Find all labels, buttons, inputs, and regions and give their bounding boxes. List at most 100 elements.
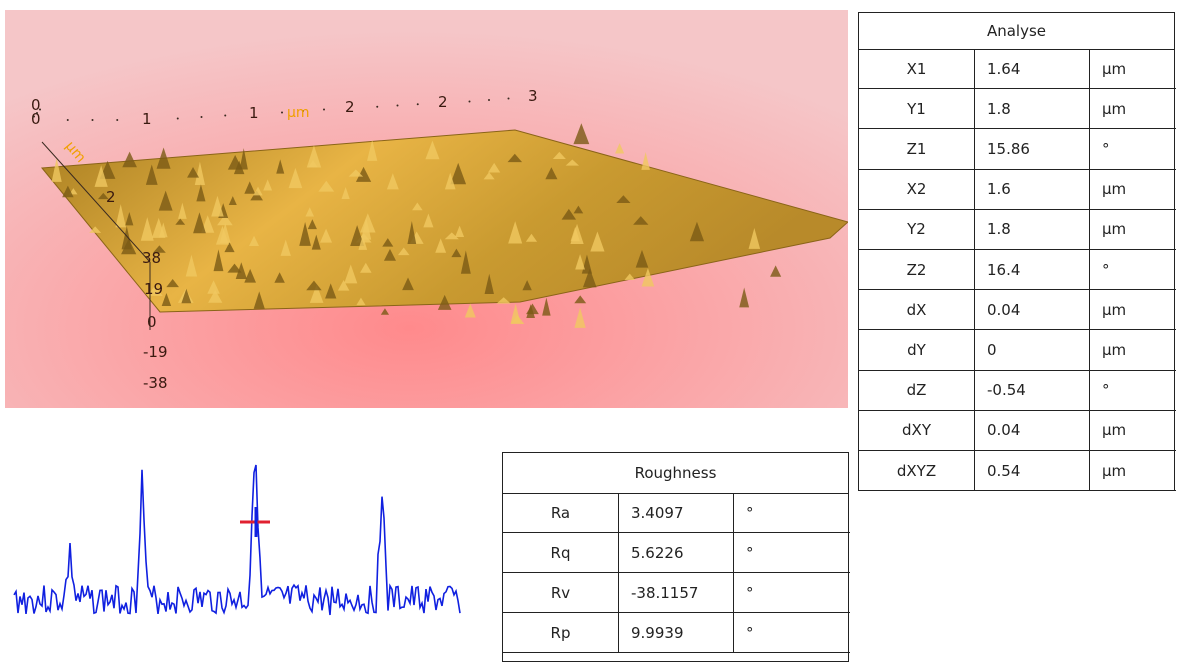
peak [484, 273, 494, 295]
peak [510, 303, 521, 323]
peak [318, 180, 335, 192]
axis-line [41, 141, 151, 263]
row-unit: μm [1090, 170, 1176, 210]
peak [407, 221, 417, 244]
peak [288, 167, 303, 189]
peak [464, 303, 476, 318]
row-value: 1.8 [975, 89, 1090, 130]
row-value: -0.54 [975, 370, 1090, 411]
row-value: 0.54 [975, 451, 1090, 492]
peak [341, 187, 350, 199]
x-axis-unit: μm [287, 105, 310, 121]
peak [386, 173, 399, 190]
peak [412, 202, 423, 211]
axis-dot [66, 119, 69, 121]
peak [51, 158, 62, 182]
axis-dot [507, 97, 510, 100]
peak [444, 172, 456, 190]
peak [483, 172, 495, 180]
row-label: dX [859, 290, 975, 331]
row-label: dXY [859, 410, 975, 451]
row-label: Rq [503, 533, 619, 573]
peak [561, 208, 577, 220]
axis-dot [396, 104, 399, 107]
row-unit: μm [1090, 411, 1176, 451]
x-axis-label: 0 [31, 110, 41, 128]
peak [89, 226, 102, 233]
row-label: Ra [503, 493, 619, 533]
row-value: 16.4 [975, 250, 1090, 291]
axis-dot [488, 99, 490, 101]
peak [178, 202, 187, 219]
row-unit: μm [1090, 290, 1176, 331]
peak [239, 148, 248, 170]
axis-dot [200, 116, 203, 118]
peak [641, 268, 655, 287]
peak [253, 186, 263, 196]
peak [207, 280, 220, 294]
peak [181, 288, 192, 304]
row-unit: ° [734, 493, 850, 533]
peak [196, 184, 206, 202]
profile-plot [13, 464, 461, 616]
peak [115, 204, 127, 228]
peak [488, 162, 501, 173]
peak [423, 213, 434, 228]
peak [437, 294, 452, 310]
row-value: 9.9939 [619, 613, 734, 653]
peak [635, 249, 649, 268]
peak [574, 295, 587, 304]
row-label: Z1 [859, 129, 975, 170]
peak [307, 219, 317, 230]
x-axis-label: 1 [142, 110, 152, 128]
axis-dot [33, 115, 35, 118]
peak [526, 303, 539, 315]
row-unit: μm [1090, 49, 1176, 90]
peak [194, 161, 206, 186]
peak [187, 167, 200, 178]
peak [360, 213, 376, 233]
peak [311, 234, 321, 250]
peak [325, 283, 337, 299]
peak [152, 245, 166, 253]
peak [435, 238, 447, 253]
z-axis-label: 19 [144, 280, 163, 298]
row-label: dZ [859, 370, 975, 411]
x-axis-label: 2 [438, 93, 448, 111]
row-unit: ° [734, 533, 850, 573]
peak [770, 265, 782, 277]
peak [306, 280, 322, 291]
x-axis-label: 2 [345, 98, 355, 116]
x-axis-label: 1 [249, 104, 259, 122]
axis-dot [416, 103, 419, 106]
peak [244, 181, 256, 194]
peak [213, 249, 224, 272]
peak [460, 250, 471, 274]
peak [380, 308, 390, 315]
peak [590, 231, 605, 252]
z-axis-label: -38 [143, 374, 168, 392]
peak [356, 297, 366, 306]
row-label: Rv [503, 573, 619, 613]
row-value: 0 [975, 330, 1090, 371]
peak [383, 248, 396, 261]
peak [615, 143, 625, 154]
peak [545, 167, 558, 180]
row-value: 5.6226 [619, 533, 734, 573]
peak [616, 195, 631, 204]
row-value: 0.04 [975, 290, 1090, 331]
row-unit: ° [1090, 129, 1176, 170]
peak [263, 179, 273, 191]
peak [62, 185, 74, 198]
peak [337, 280, 350, 291]
row-value: -38.1157 [619, 573, 734, 613]
peak [565, 159, 580, 166]
peak [309, 284, 324, 303]
row-unit: ° [1090, 371, 1176, 411]
row-label: dXYZ [859, 451, 975, 492]
peak [450, 162, 467, 185]
peak [217, 214, 233, 226]
